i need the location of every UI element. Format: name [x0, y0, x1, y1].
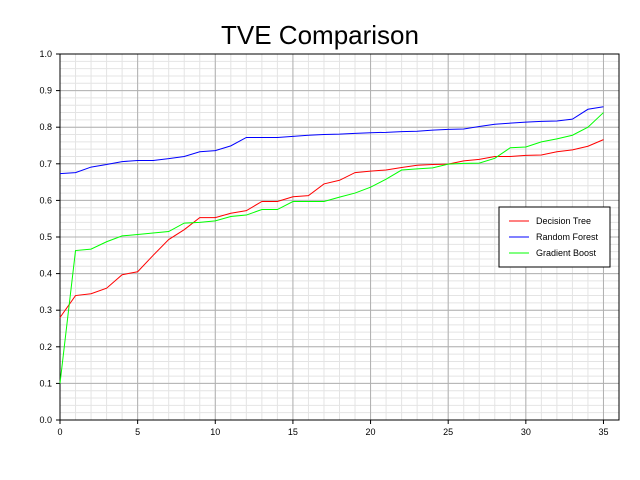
- y-axis-tick-labels: 0.0 0.1 0.2 0.3 0.4 0.5 0.6 0.7 0.8 0.9 1.0: [39, 49, 52, 425]
- legend: Decision Tree Random Forest Gradient Boost: [498, 206, 611, 268]
- y-tick-label: 0.9: [39, 86, 52, 96]
- y-tick-label: 0.3: [39, 305, 52, 315]
- chart-title: TVE Comparison: [221, 20, 419, 50]
- x-axis-tick-labels: 0 5 10 15 20 25 30 35: [57, 427, 608, 437]
- x-tick-label: 35: [598, 427, 608, 437]
- x-tick-label: 5: [135, 427, 140, 437]
- legend-label-gradient-boost: Gradient Boost: [536, 248, 597, 258]
- y-tick-label: 0.6: [39, 195, 52, 205]
- y-tick-label: 0.0: [39, 415, 52, 425]
- x-tick-label: 0: [57, 427, 62, 437]
- series-lines: [59, 106, 604, 384]
- axis-ticks: [56, 53, 604, 424]
- x-tick-label: 20: [366, 427, 376, 437]
- x-tick-label: 30: [521, 427, 531, 437]
- x-tick-label: 15: [288, 427, 298, 437]
- y-tick-label: 0.7: [39, 159, 52, 169]
- x-tick-label: 10: [210, 427, 220, 437]
- y-tick-label: 0.5: [39, 232, 52, 242]
- y-tick-label: 0.4: [39, 269, 52, 279]
- series-line-random-forest: [59, 106, 604, 175]
- y-tick-label: 1.0: [39, 49, 52, 59]
- series-line-decision-tree: [59, 139, 604, 318]
- y-tick-label: 0.8: [39, 122, 52, 132]
- x-tick-label: 25: [443, 427, 453, 437]
- y-tick-label: 0.2: [39, 342, 52, 352]
- legend-label-decision-tree: Decision Tree: [536, 216, 591, 226]
- y-tick-label: 0.1: [39, 378, 52, 388]
- series-line-gradient-boost: [59, 112, 604, 384]
- legend-label-random-forest: Random Forest: [536, 232, 599, 242]
